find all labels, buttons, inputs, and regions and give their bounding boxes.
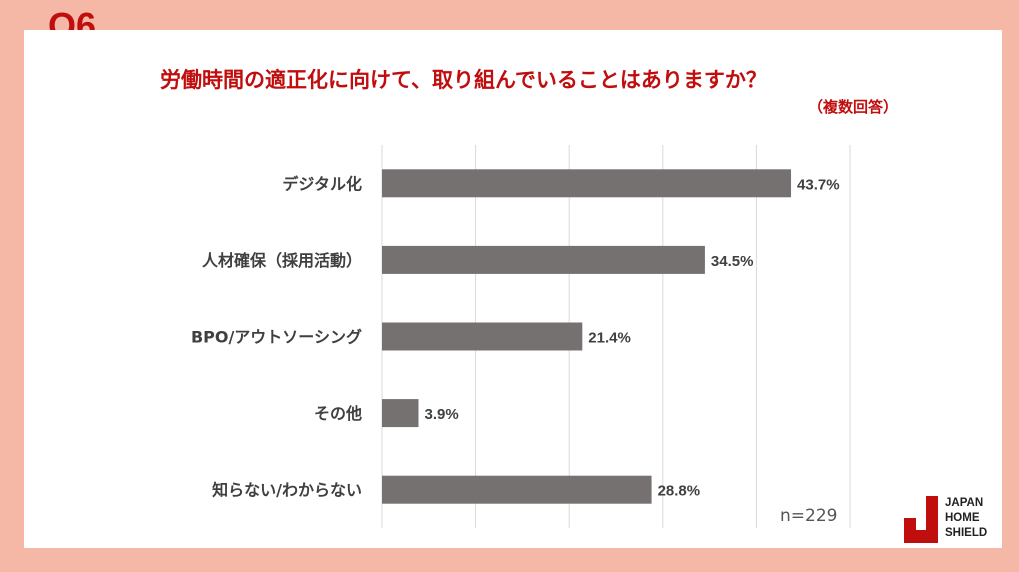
- category-label: 人材確保（採用活動）: [202, 251, 362, 270]
- bar: [382, 169, 792, 198]
- chart-title: 労働時間の適正化に向けて、取り組んでいることはありますか？: [160, 68, 767, 92]
- bar: [382, 245, 705, 274]
- category-label: 知らない/わからない: [212, 481, 362, 500]
- logo-line-1: JAPAN: [945, 497, 984, 509]
- bar: [382, 322, 583, 351]
- bar: [382, 475, 652, 504]
- data-label: 3.9%: [425, 406, 459, 423]
- data-label: 21.4%: [588, 330, 631, 347]
- data-label: 43.7%: [797, 176, 840, 193]
- j-logo-icon: [904, 496, 938, 543]
- company-logo: JAPAN HOME SHIELD: [904, 496, 1004, 544]
- chart-subtitle: （複数回答）: [807, 98, 898, 116]
- sample-size-label: n=229: [780, 506, 838, 526]
- chart-card: [24, 30, 1002, 548]
- category-label: BPO/アウトソーシング: [191, 328, 362, 347]
- logo-text: JAPAN HOME SHIELD: [945, 496, 987, 541]
- bar: [382, 399, 419, 428]
- category-label: その他: [314, 404, 362, 423]
- data-label: 34.5%: [711, 253, 754, 270]
- logo-line-2: HOME: [945, 512, 980, 524]
- logo-line-3: SHIELD: [945, 527, 988, 539]
- data-label: 28.8%: [658, 483, 701, 500]
- category-label: デジタル化: [282, 174, 362, 193]
